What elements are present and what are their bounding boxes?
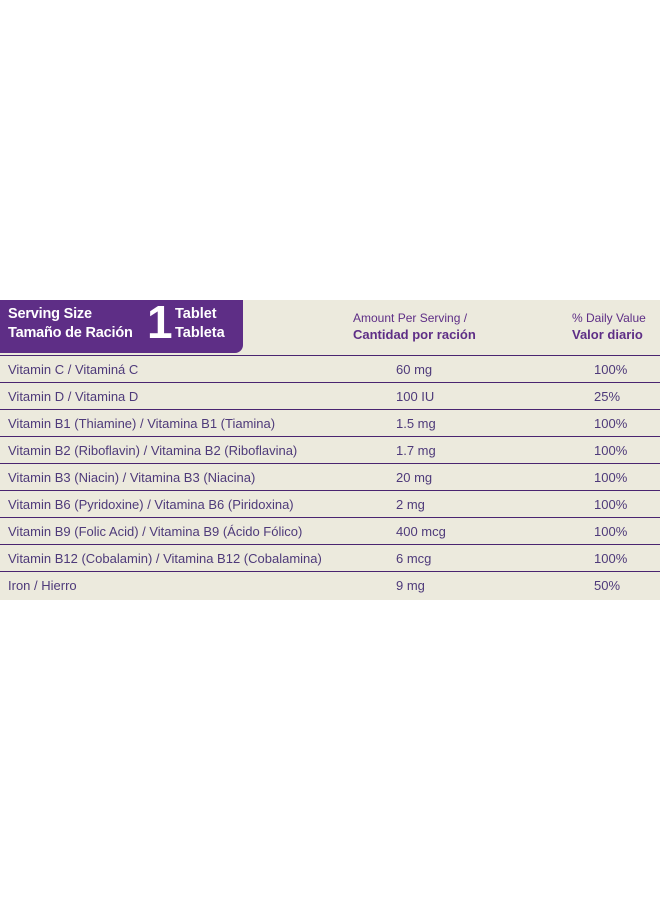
nutrient-daily-value: 100%	[594, 362, 628, 377]
nutrient-amount: 100 IU	[396, 389, 435, 404]
nutrient-name: Vitamin B1 (Thiamine) / Vitamina B1 (Tia…	[8, 416, 276, 431]
serving-size-box: Serving Size Tamaño de Ración 1 Tablet T…	[0, 296, 243, 353]
nutrient-name: Vitamin B9 (Folic Acid) / Vitamina B9 (Á…	[8, 524, 303, 539]
serving-count: 1	[147, 296, 173, 348]
nutrient-amount: 6 mcg	[396, 551, 432, 566]
table-row: Vitamin C / Vitaminá C 60 mg 100%	[0, 355, 660, 383]
nutrient-name: Vitamin B12 (Cobalamin) / Vitamina B12 (…	[8, 551, 322, 566]
serving-size-label-es: Tamaño de Ración	[8, 325, 133, 341]
dv-header-es: Valor diario	[572, 327, 643, 342]
table-row: Vitamin B3 (Niacin) / Vitamina B3 (Niaci…	[0, 463, 660, 491]
dv-header-en: % Daily Value	[572, 311, 646, 325]
nutrient-daily-value: 100%	[594, 524, 628, 539]
table-row: Vitamin B9 (Folic Acid) / Vitamina B9 (Á…	[0, 517, 660, 545]
nutrient-daily-value: 100%	[594, 416, 628, 431]
nutrient-amount: 60 mg	[396, 362, 433, 377]
nutrient-amount: 20 mg	[396, 470, 433, 485]
serving-unit-en: Tablet	[175, 306, 217, 322]
nutrient-daily-value: 100%	[594, 551, 628, 566]
nutrient-name: Iron / Hierro	[8, 578, 77, 593]
nutrient-amount: 1.7 mg	[396, 443, 436, 458]
nutrient-amount: 2 mg	[396, 497, 425, 512]
nutrient-name: Vitamin D / Vitamina D	[8, 389, 139, 404]
nutrient-name: Vitamin B3 (Niacin) / Vitamina B3 (Niaci…	[8, 470, 256, 485]
amount-header-en: Amount Per Serving /	[353, 311, 468, 325]
nutrient-name: Vitamin B6 (Pyridoxine) / Vitamina B6 (P…	[8, 497, 294, 512]
table-row: Vitamin B6 (Pyridoxine) / Vitamina B6 (P…	[0, 490, 660, 518]
nutrient-amount: 400 mcg	[396, 524, 446, 539]
serving-size-label-en: Serving Size	[8, 306, 92, 322]
amount-header-es: Cantidad por ración	[353, 327, 476, 342]
nutrient-name: Vitamin B2 (Riboflavin) / Vitamina B2 (R…	[8, 443, 298, 458]
supplement-facts-panel: Serving Size Tamaño de Ración 1 Tablet T…	[0, 296, 660, 600]
nutrient-amount: 1.5 mg	[396, 416, 436, 431]
nutrient-daily-value: 100%	[594, 470, 628, 485]
table-row: Iron / Hierro 9 mg 50%	[0, 571, 660, 599]
nutrient-daily-value: 100%	[594, 497, 628, 512]
amount-column-header: Amount Per Serving / Cantidad por ración	[353, 311, 476, 343]
table-row: Vitamin B2 (Riboflavin) / Vitamina B2 (R…	[0, 436, 660, 464]
nutrient-name: Vitamin C / Vitaminá C	[8, 362, 139, 377]
nutrient-daily-value: 50%	[594, 578, 621, 593]
nutrient-daily-value: 25%	[594, 389, 621, 404]
nutrient-amount: 9 mg	[396, 578, 425, 593]
nutrient-daily-value: 100%	[594, 443, 628, 458]
table-row: Vitamin B12 (Cobalamin) / Vitamina B12 (…	[0, 544, 660, 572]
table-row: Vitamin B1 (Thiamine) / Vitamina B1 (Tia…	[0, 409, 660, 437]
table-row: Vitamin D / Vitamina D 100 IU 25%	[0, 382, 660, 410]
serving-unit-es: Tableta	[175, 325, 225, 341]
daily-value-column-header: % Daily Value Valor diario	[572, 311, 646, 343]
